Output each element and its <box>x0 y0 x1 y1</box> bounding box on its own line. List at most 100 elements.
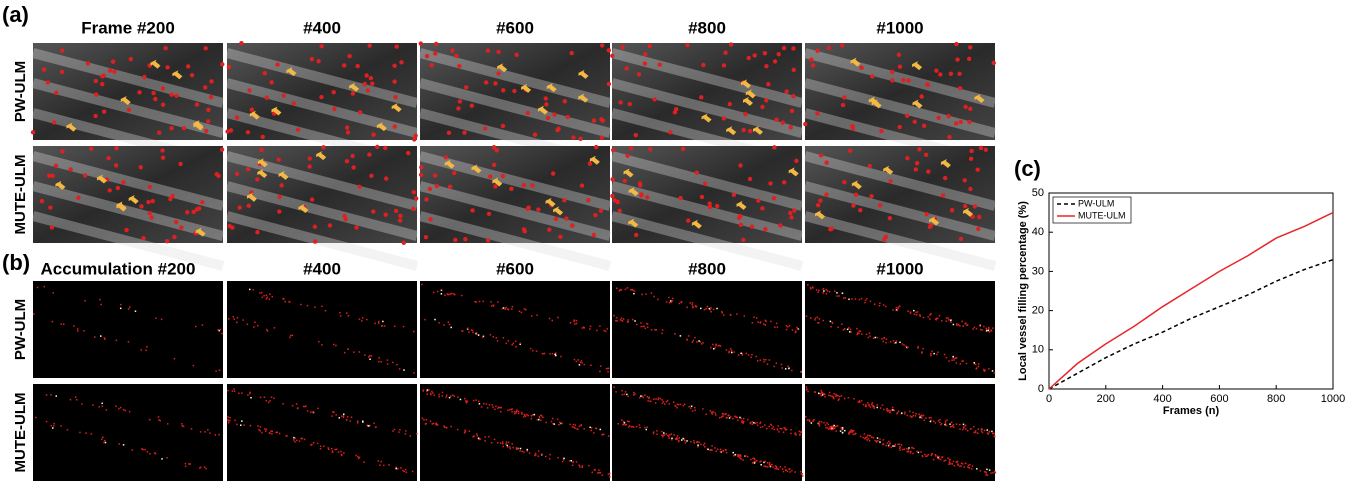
localization <box>828 429 830 431</box>
microbubble <box>129 57 133 61</box>
localization <box>538 450 540 452</box>
localization <box>903 448 905 450</box>
microbubble <box>586 198 590 202</box>
localization <box>976 368 978 370</box>
localization <box>357 422 359 424</box>
localization <box>464 398 466 400</box>
localization <box>976 328 978 330</box>
localization <box>714 447 716 449</box>
localization <box>85 432 87 434</box>
localization <box>843 297 845 299</box>
localization <box>449 324 451 326</box>
localization <box>831 427 833 429</box>
localization <box>827 427 829 429</box>
localization <box>773 426 775 428</box>
microbubble <box>922 124 926 128</box>
localization <box>912 453 914 455</box>
localization <box>645 293 647 295</box>
microbubble <box>547 227 551 231</box>
localization <box>606 368 608 370</box>
localization <box>227 416 229 418</box>
localization <box>835 430 837 432</box>
localization <box>925 456 927 458</box>
localization <box>297 408 299 410</box>
localization <box>633 392 635 394</box>
localization <box>183 426 185 428</box>
localization <box>318 341 320 343</box>
microbubble <box>114 163 118 167</box>
localization <box>684 404 686 406</box>
microbubble <box>435 184 439 188</box>
localization <box>144 449 146 451</box>
localization <box>865 404 867 406</box>
localization <box>627 319 629 321</box>
localization <box>511 408 513 410</box>
microbubble <box>450 48 454 52</box>
localization <box>232 390 234 392</box>
microbubble <box>169 126 173 130</box>
localization <box>807 419 809 421</box>
localization <box>916 451 918 453</box>
localization <box>765 359 767 361</box>
microbubble <box>342 214 346 218</box>
microbubble <box>737 216 741 220</box>
localization <box>260 397 262 399</box>
localization <box>335 345 337 347</box>
localization <box>914 314 916 316</box>
localization <box>662 329 664 331</box>
microbubble <box>789 215 793 219</box>
localization <box>931 351 933 353</box>
microbubble <box>229 128 233 132</box>
localization <box>806 386 808 388</box>
localization <box>632 319 634 321</box>
localization <box>668 297 670 299</box>
localization <box>657 399 659 401</box>
localization <box>380 461 382 463</box>
localization <box>844 398 846 400</box>
localization <box>780 466 782 468</box>
localization <box>781 428 783 430</box>
localization <box>874 304 876 306</box>
localization <box>692 306 694 308</box>
localization <box>260 426 262 428</box>
localization <box>628 421 630 423</box>
localization <box>950 426 952 428</box>
localization <box>868 337 870 339</box>
localization <box>776 323 778 325</box>
localization <box>991 431 993 433</box>
microbubble <box>570 51 574 55</box>
localization <box>603 330 605 332</box>
microbubble <box>453 238 457 242</box>
localization <box>880 407 882 409</box>
microbubble <box>501 88 505 92</box>
localization <box>557 457 559 459</box>
localization <box>738 456 740 458</box>
localization <box>469 430 471 432</box>
localization <box>310 411 312 413</box>
localization <box>704 446 706 448</box>
localization <box>836 295 838 297</box>
x-tick-label: 200 <box>1097 393 1115 405</box>
localization <box>207 429 209 431</box>
localization <box>227 390 229 392</box>
localization <box>756 422 758 424</box>
localization <box>800 471 802 473</box>
localization <box>978 428 980 430</box>
microbubble <box>60 149 64 153</box>
microbubble <box>526 111 530 115</box>
microbubble <box>741 238 745 242</box>
microbubble <box>369 174 373 178</box>
localization <box>688 335 690 337</box>
localization <box>731 352 733 354</box>
microbubble <box>313 239 317 243</box>
microbubble <box>753 53 757 57</box>
localization <box>515 346 517 348</box>
localization <box>783 427 785 429</box>
localization <box>704 309 706 311</box>
localization <box>806 389 808 391</box>
localization <box>839 396 841 398</box>
localization <box>662 403 664 405</box>
localization <box>833 425 835 427</box>
localization <box>519 450 521 452</box>
microbubble <box>789 125 793 129</box>
